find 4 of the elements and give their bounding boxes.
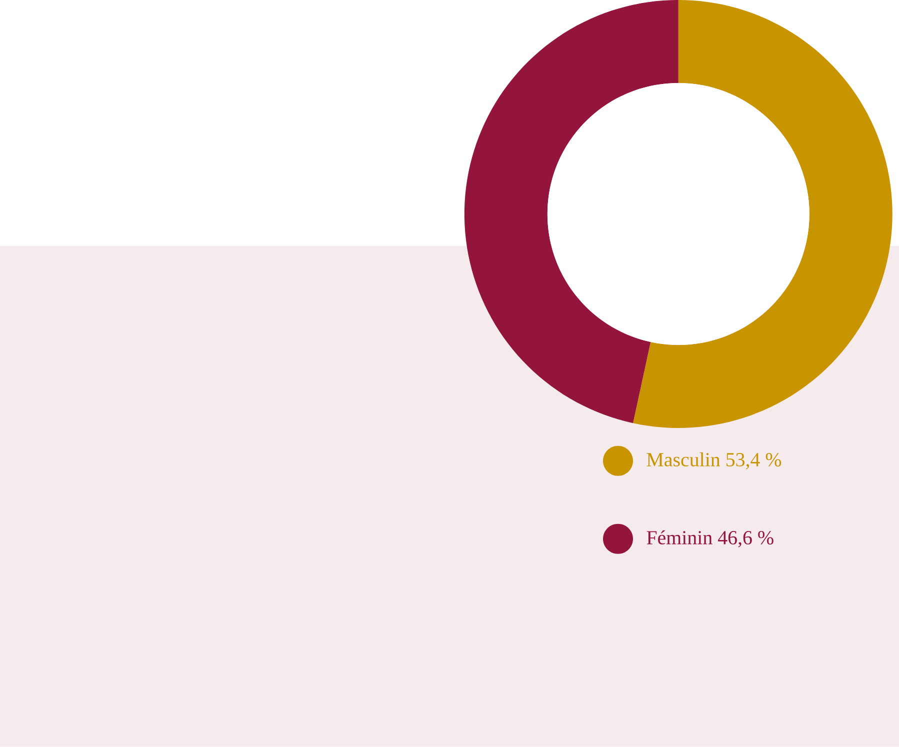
data-label: 53,4 % [726, 453, 782, 470]
legend-label: Féminin [646, 530, 712, 545]
data-label: 46,6 % [718, 531, 774, 548]
legend-label: Masculin [646, 452, 720, 466]
